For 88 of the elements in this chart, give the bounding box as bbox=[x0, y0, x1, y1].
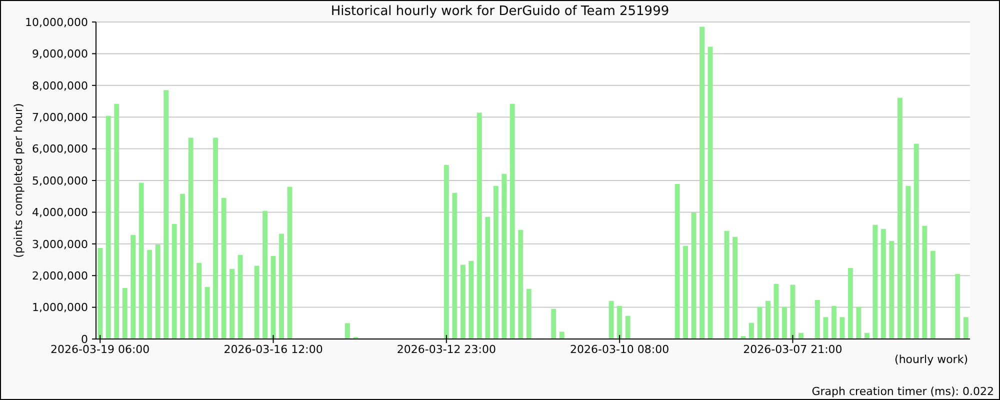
bar bbox=[147, 250, 152, 339]
y-tick-label: 9,000,000 bbox=[32, 48, 88, 61]
bar bbox=[98, 248, 103, 339]
bar bbox=[766, 300, 770, 339]
bar bbox=[559, 332, 564, 339]
bar bbox=[625, 316, 630, 339]
bar bbox=[452, 192, 458, 339]
bar bbox=[130, 235, 136, 339]
y-tick-label: 6,000,000 bbox=[32, 142, 88, 156]
bar bbox=[180, 194, 186, 339]
bar bbox=[106, 116, 111, 339]
bar bbox=[608, 300, 614, 339]
bar bbox=[823, 317, 828, 339]
bar bbox=[922, 226, 928, 339]
bar bbox=[617, 306, 622, 339]
x-tick-label: 2026-03-07 21:00 bbox=[743, 343, 842, 356]
x-tick-label: 2026-03-10 08:00 bbox=[570, 343, 670, 356]
bar bbox=[963, 317, 968, 339]
bar bbox=[897, 98, 902, 339]
bar bbox=[551, 308, 556, 339]
bar bbox=[345, 323, 350, 339]
bar bbox=[204, 287, 210, 339]
bar bbox=[872, 224, 878, 339]
bar bbox=[831, 306, 836, 339]
y-tick-label: 3,000,000 bbox=[32, 238, 88, 251]
bar bbox=[840, 317, 845, 339]
bar bbox=[188, 138, 194, 339]
bar bbox=[889, 241, 894, 339]
bar bbox=[732, 236, 738, 339]
bar bbox=[172, 224, 177, 339]
y-tick-label: 8,000,000 bbox=[32, 79, 88, 92]
bar bbox=[221, 198, 226, 339]
bar bbox=[691, 212, 696, 339]
y-tick-label: 1,000,000 bbox=[32, 301, 88, 314]
y-tick-label: 5,000,000 bbox=[32, 174, 88, 188]
bar bbox=[848, 268, 853, 339]
bar bbox=[287, 186, 292, 339]
bar bbox=[814, 300, 820, 339]
chart-title: Historical hourly work for DerGuido of Team 251999 bbox=[330, 4, 670, 19]
bar bbox=[254, 266, 260, 339]
bar bbox=[138, 182, 144, 339]
bar bbox=[238, 254, 243, 339]
bar bbox=[279, 234, 284, 339]
bar bbox=[914, 144, 919, 339]
bar bbox=[518, 230, 524, 339]
x-tick-label: 2026-03-16 12:00 bbox=[224, 343, 323, 356]
x-axis-title: (hourly work) bbox=[894, 353, 968, 366]
bar bbox=[444, 164, 449, 339]
bar bbox=[122, 288, 128, 339]
bar bbox=[856, 306, 862, 339]
y-tick-label: 2,000,000 bbox=[32, 269, 88, 282]
text: Graph creation timer (ms): 0.022 bbox=[812, 385, 994, 398]
bar bbox=[230, 268, 235, 339]
bar bbox=[930, 250, 936, 339]
y-tick-label: 7,000,000 bbox=[32, 110, 88, 124]
bar bbox=[774, 284, 779, 339]
bar bbox=[700, 26, 704, 339]
bar bbox=[955, 274, 960, 339]
bar bbox=[502, 174, 507, 339]
bar bbox=[196, 262, 202, 339]
bar bbox=[164, 90, 169, 339]
bar bbox=[864, 332, 870, 339]
y-tick-label: 4,000,000 bbox=[32, 206, 88, 220]
bar bbox=[468, 261, 474, 339]
bar bbox=[460, 264, 466, 339]
bar bbox=[155, 244, 160, 339]
bar bbox=[749, 322, 754, 339]
y-tick-label: 0 bbox=[81, 332, 88, 346]
x-tick-label: 2026-03-12 23:00 bbox=[396, 343, 496, 356]
bar bbox=[880, 229, 886, 339]
bar bbox=[213, 138, 218, 339]
bar bbox=[476, 112, 482, 339]
bar bbox=[782, 306, 787, 339]
y-axis-title: (points completed per hour) bbox=[12, 103, 25, 258]
bar bbox=[493, 186, 498, 339]
bar bbox=[906, 186, 911, 339]
x-tick-label: 2026-03-19 06:00 bbox=[50, 343, 150, 356]
bar bbox=[262, 210, 268, 339]
bar bbox=[510, 104, 515, 339]
bar bbox=[114, 104, 120, 339]
bar bbox=[724, 230, 730, 339]
bar bbox=[683, 246, 688, 339]
bar bbox=[485, 216, 490, 339]
bar bbox=[674, 184, 680, 339]
bar bbox=[798, 332, 804, 339]
y-tick-label: 10,000,000 bbox=[25, 16, 88, 29]
bar bbox=[708, 46, 713, 339]
bar bbox=[526, 288, 532, 339]
